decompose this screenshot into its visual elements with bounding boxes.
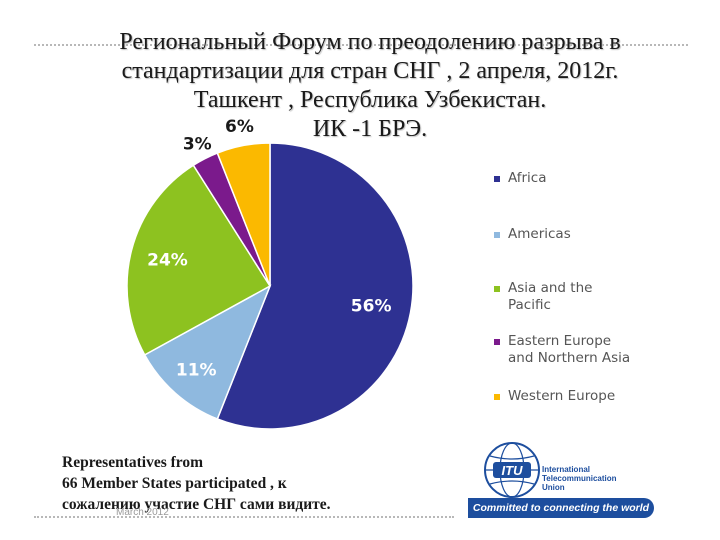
legend-swatch xyxy=(494,286,500,292)
title-line: Ташкент , Республика Узбекистан. xyxy=(193,87,547,113)
legend-label: Eastern Europe xyxy=(508,333,612,349)
legend-swatch xyxy=(494,176,500,182)
slide-date: March 2012 xyxy=(116,507,169,518)
legend-swatch xyxy=(494,394,500,400)
participation-note: Representatives from 66 Member States pa… xyxy=(62,452,402,515)
itu-name-line: International xyxy=(542,465,591,474)
itu-name: International Telecommunication Union xyxy=(542,465,617,492)
title-line: ИК -1 БРЭ. xyxy=(312,116,428,142)
top-divider xyxy=(34,44,688,46)
slice-label-western-europe: 6% xyxy=(225,117,254,137)
legend-item-eastern-europe: Eastern Europe and Northern Asia xyxy=(494,333,630,367)
pie-slice-western-europe xyxy=(216,142,271,287)
itu-name-line: Union xyxy=(542,483,565,492)
title-line: стандартизации для стран СНГ , 2 апреля,… xyxy=(121,58,619,84)
legend-label: Pacific xyxy=(508,297,551,313)
pie-slice-africa xyxy=(216,142,414,430)
legend-swatch xyxy=(494,339,500,345)
legend-label: Asia and the xyxy=(508,280,593,296)
title-line: Региональный Форум по преодолению разрыв… xyxy=(119,29,621,55)
legend-label: and Northern Asia xyxy=(508,350,631,366)
globe-icon: ITU xyxy=(484,442,540,498)
pie-slice-americas xyxy=(143,284,272,420)
legend-label: Americas xyxy=(508,226,571,242)
slice-label-africa: 56% xyxy=(351,296,392,316)
legend-item-western-europe: Western Europe xyxy=(494,388,615,405)
legend-swatch xyxy=(494,232,500,238)
bottom-divider xyxy=(34,516,454,518)
slice-label-americas: 11% xyxy=(176,361,217,381)
slide-title: Региональный Форум по преодолению разрыв… xyxy=(60,28,680,144)
legend-item-africa: Africa xyxy=(494,170,547,187)
pie-slice-asia-pacific xyxy=(126,164,272,356)
note-line: Representatives from xyxy=(62,454,204,471)
itu-logo: ITU International Telecommunication Unio… xyxy=(468,440,658,524)
legend-item-asia-pacific: Asia and the Pacific xyxy=(494,280,592,314)
note-line: 66 Member States participated , к xyxy=(62,475,287,492)
itu-name-line: Telecommunication xyxy=(542,474,617,483)
slice-label-asia-pacific: 24% xyxy=(147,251,188,271)
legend-label: Africa xyxy=(508,170,547,186)
note-line: сожалению участие СНГ сами видите. xyxy=(62,496,331,513)
legend-label: Western Europe xyxy=(508,388,616,404)
svg-text:ITU: ITU xyxy=(502,463,524,478)
itu-tagline: Committed to connecting the world xyxy=(468,498,654,518)
slice-label-eastern-europe: 3% xyxy=(183,134,212,154)
legend-item-americas: Americas xyxy=(494,226,571,243)
